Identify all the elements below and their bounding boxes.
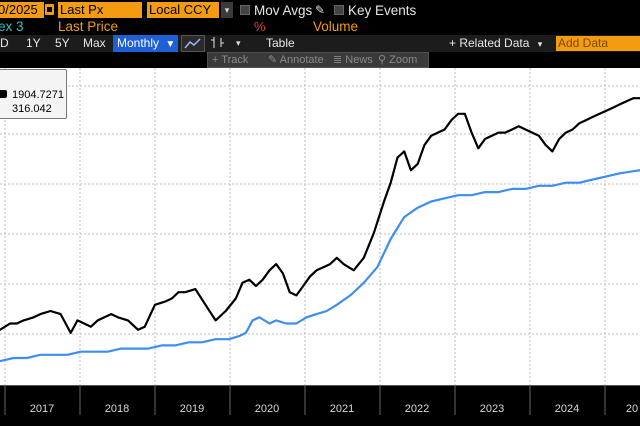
candlestick-icon[interactable]	[209, 35, 229, 52]
range-max-button[interactable]: Max	[83, 36, 106, 50]
volume-label[interactable]: Volume	[313, 19, 359, 34]
chart-type-dropdown-icon[interactable]: ▾	[236, 38, 241, 48]
track-label: Track	[221, 54, 249, 66]
add-data-input[interactable]: Add Data	[556, 36, 640, 51]
x-tick-label: 2019	[180, 403, 204, 415]
related-data-button[interactable]: + Related Data ▾	[449, 35, 542, 52]
frequency-arrow-icon: ▼	[165, 39, 176, 50]
track-plus-icon: +	[212, 54, 219, 66]
news-label: News	[345, 54, 373, 66]
news-tool[interactable]: ≣ News	[333, 53, 373, 67]
table-button[interactable]: Table	[266, 36, 295, 50]
news-icon: ≣	[333, 54, 343, 66]
annotate-tool[interactable]: ✎ Annotate	[268, 53, 324, 67]
toolbar: D 1Y 5Y Max Monthly ▼ ▾ Table + Related …	[0, 35, 640, 52]
x-tick-label: 2023	[480, 403, 504, 415]
plot-area	[0, 68, 640, 385]
related-data-arrow-icon: ▾	[537, 39, 543, 49]
annotate-pencil-icon: ✎	[268, 54, 278, 66]
legend-swatch-icon	[0, 90, 7, 98]
edit-pencil-icon[interactable]: ✎	[315, 3, 326, 17]
header-row-1: 0/2025 Last Px Local CCY ▾ Mov Avgs ✎ Ke…	[0, 0, 640, 20]
legend-value-2: 316.042	[12, 103, 52, 115]
range-1y-button[interactable]: 1Y	[26, 36, 41, 50]
key-events-label[interactable]: Key Events	[348, 3, 417, 18]
index-label: ex 3	[0, 19, 24, 34]
frequency-label: Monthly	[117, 36, 160, 50]
currency-select[interactable]: Local CCY	[147, 2, 219, 18]
x-tick-label: 2024	[555, 403, 579, 415]
price-field-select[interactable]: Last Px	[58, 2, 142, 18]
range-5y-button[interactable]: 5Y	[55, 36, 70, 50]
zoom-search-icon: ⚲	[378, 54, 387, 66]
x-tick-label: 20	[626, 403, 638, 415]
related-data-label: + Related Data	[449, 36, 530, 50]
percent-label: %	[254, 19, 266, 34]
price-series-label[interactable]: Last Price	[58, 19, 119, 34]
key-events-checkbox[interactable]	[334, 5, 344, 15]
series-line-blue	[0, 169, 640, 363]
currency-dropdown-icon[interactable]: ▾	[221, 2, 233, 18]
zoom-label: Zoom	[389, 54, 418, 66]
calendar-icon[interactable]	[45, 4, 54, 15]
x-tick-label: 2018	[105, 403, 129, 415]
series-line-black	[0, 97, 640, 334]
mov-avgs-checkbox[interactable]	[240, 5, 250, 15]
x-tick-label: 2020	[255, 403, 279, 415]
annotate-label: Annotate	[279, 54, 324, 66]
header-row-2: ex 3 Last Price % Volume	[0, 19, 640, 35]
track-tool[interactable]: + Track	[212, 53, 248, 67]
x-axis-band	[0, 385, 640, 426]
x-tick-label: 2022	[405, 403, 429, 415]
frequency-select[interactable]: Monthly ▼	[113, 35, 178, 52]
zoom-tool[interactable]: ⚲ Zoom	[378, 53, 417, 67]
x-tick-label: 2017	[30, 403, 54, 415]
line-chart-icon[interactable]	[181, 35, 205, 52]
x-tick-label: 2021	[330, 403, 354, 415]
legend-value-1: 1904.7271	[12, 89, 64, 101]
range-ytd-button[interactable]: D	[0, 36, 9, 50]
legend-tooltip: 1904.7271 316.042	[0, 69, 67, 119]
date-field[interactable]: 0/2025	[0, 2, 44, 18]
chart-tools-bar: + Track ✎ Annotate ≣ News ⚲ Zoom	[207, 52, 429, 68]
mov-avgs-label[interactable]: Mov Avgs	[254, 3, 313, 18]
